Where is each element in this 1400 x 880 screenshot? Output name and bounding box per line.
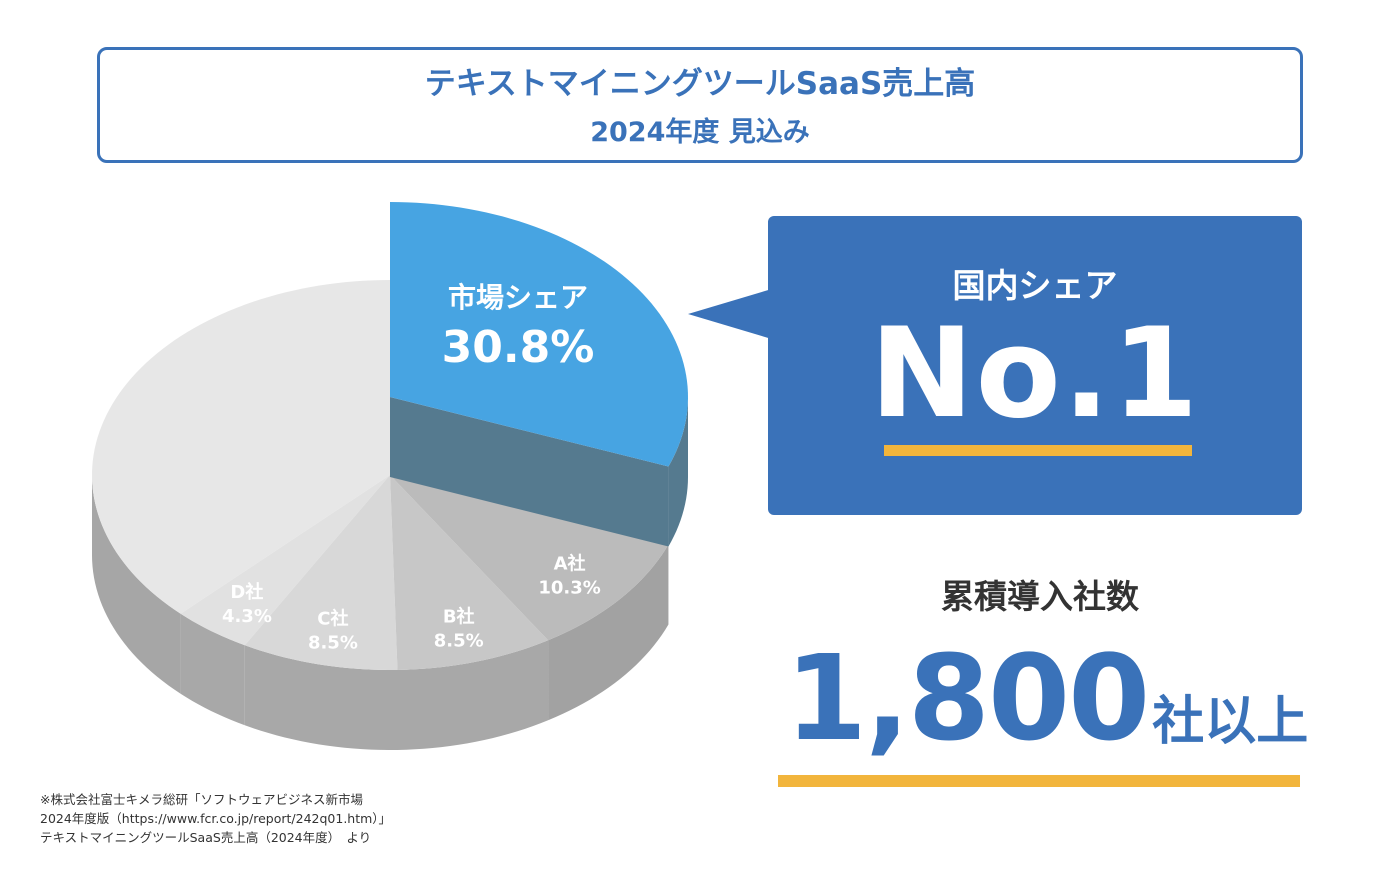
- cumulative-suffix: 社以上: [1152, 692, 1309, 752]
- pie-slice-D社-top: [180, 475, 390, 646]
- cumulative-label: 累積導入社数: [941, 577, 1139, 616]
- pie-slice-A社: [390, 475, 669, 721]
- slice-label-value: 8.5%: [308, 633, 358, 654]
- title-box: テキストマイニングツールSaaS売上高 2024年度 見込み: [97, 47, 1303, 163]
- pie-slice-B社-top: [390, 475, 549, 670]
- pie-slice-C社-side: [244, 645, 398, 750]
- callout-rank: No.1: [869, 302, 1201, 446]
- pie-slice-others: [92, 280, 391, 694]
- pie-slice-D社: [180, 475, 390, 726]
- slice-label-name: D社: [230, 581, 263, 603]
- pie-chart: 市場シェア 30.8% A社 10.3% B社 8.5% C社 8.5% D社 4.3%: [92, 202, 688, 750]
- pie-slice-市場シェア-side: [668, 397, 688, 547]
- pie-slice-A社-side: [548, 544, 669, 721]
- source-line: 2024年度版（https://www.fcr.co.jp/report/242…: [40, 811, 392, 826]
- chart-subtitle: 2024年度 見込み: [590, 117, 810, 148]
- slice-label-value: 4.3%: [222, 606, 272, 627]
- pie-slice-others-top: [92, 280, 391, 614]
- highlight-slice-name: 市場シェア: [448, 281, 588, 314]
- pie-slice-市場シェア-face: [390, 397, 669, 547]
- cumulative-underline: [778, 775, 1300, 787]
- callout-pointer: [688, 288, 775, 340]
- pie-slice-D社-side: [180, 613, 245, 726]
- slice-label-name: A社: [554, 553, 586, 575]
- slice-label-name: C社: [317, 608, 348, 630]
- pie-slice-市場シェア-top: [390, 202, 688, 467]
- slice-label-value: 8.5%: [434, 630, 484, 651]
- chart-title: テキストマイニングツールSaaS売上高: [424, 66, 976, 102]
- pie-slice-others-side: [92, 475, 181, 694]
- pie-slice-B社: [390, 475, 549, 750]
- pie-labels: 市場シェア 30.8% A社 10.3% B社 8.5% C社 8.5% D社 4.3%: [222, 281, 601, 654]
- source-line: テキストマイニングツールSaaS売上高（2024年度） より: [40, 830, 372, 845]
- source-note: ※株式会社富士キメラ総研「ソフトウェアビジネス新市場 2024年度版（https…: [40, 790, 391, 847]
- pie-slice-A社-top: [390, 475, 669, 641]
- pie-slice-C社: [244, 475, 398, 750]
- callout-underline: [884, 445, 1192, 456]
- share-callout: 国内シェア No.1: [768, 216, 1302, 515]
- source-line: ※株式会社富士キメラ総研「ソフトウェアビジネス新市場: [40, 792, 363, 807]
- pie-slice-市場シェア: [390, 202, 688, 547]
- pie-slices: [92, 202, 688, 750]
- highlight-slice-value: 30.8%: [442, 322, 595, 373]
- pie-slice-B社-side: [397, 640, 549, 750]
- cumulative-value: 1,800社以上: [785, 628, 1309, 792]
- cumulative-number: 1,800: [785, 629, 1150, 767]
- slice-label-value: 10.3%: [538, 578, 600, 599]
- pie-slice-C社-top: [244, 475, 398, 670]
- slice-label-name: B社: [443, 605, 475, 627]
- callout-label: 国内シェア: [952, 266, 1118, 305]
